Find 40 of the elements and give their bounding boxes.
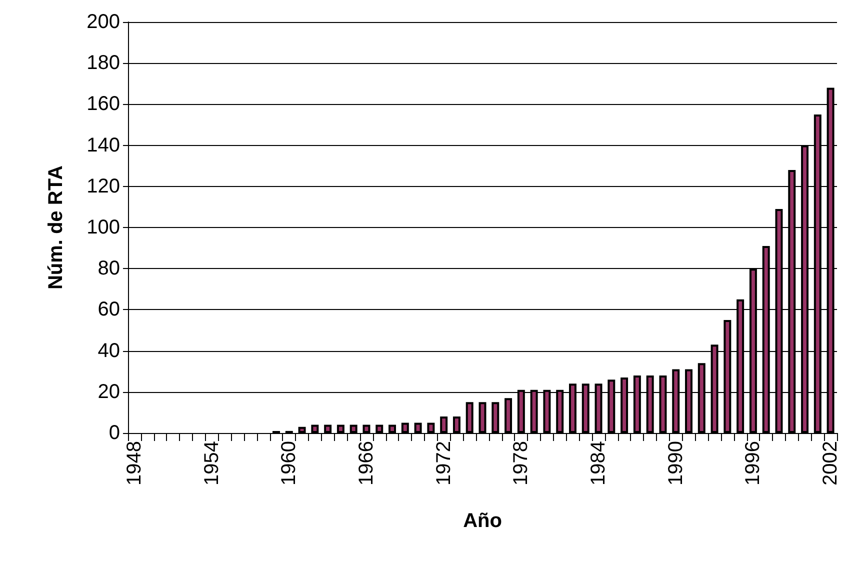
y-tick-label: 140 bbox=[86, 134, 120, 156]
bar bbox=[298, 426, 306, 433]
y-tick-label: 160 bbox=[86, 93, 120, 116]
y-tick-label: 0 bbox=[108, 422, 120, 444]
y-tick-label: 100 bbox=[86, 216, 120, 238]
x-axis-title: Año bbox=[463, 510, 502, 532]
x-tick-label: 1948 bbox=[123, 441, 146, 486]
x-tick-label: 1966 bbox=[355, 441, 378, 486]
bar bbox=[504, 398, 512, 433]
bar bbox=[466, 402, 474, 433]
bar bbox=[311, 424, 319, 433]
bar bbox=[427, 422, 435, 433]
y-tick-label: 80 bbox=[98, 258, 120, 280]
x-tick-label: 1972 bbox=[432, 441, 455, 486]
x-tick-label: 1960 bbox=[278, 441, 300, 486]
bar bbox=[350, 424, 358, 433]
bar bbox=[492, 402, 500, 433]
bar bbox=[478, 402, 486, 433]
bar bbox=[376, 424, 384, 433]
x-tick-label: 1996 bbox=[742, 441, 764, 486]
bar bbox=[362, 424, 370, 433]
y-tick-label: 60 bbox=[98, 298, 120, 321]
x-tick-label: 1954 bbox=[200, 441, 223, 486]
bar bbox=[401, 422, 409, 433]
bar bbox=[452, 416, 460, 433]
y-tick-label: 20 bbox=[98, 380, 120, 403]
y-tick-label: 180 bbox=[86, 52, 120, 74]
bar bbox=[336, 424, 344, 433]
x-tick-label: 1990 bbox=[664, 441, 687, 486]
y-tick-label: 40 bbox=[98, 340, 120, 362]
bar bbox=[414, 422, 422, 433]
bar bbox=[388, 424, 396, 433]
y-tick-label: 200 bbox=[86, 11, 120, 33]
bar bbox=[324, 424, 332, 433]
y-axis-title: Núm. de RTA bbox=[45, 165, 67, 290]
x-tick-label: 1978 bbox=[510, 441, 532, 486]
x-tick-label: 2002 bbox=[820, 441, 842, 486]
x-tick-label: 1984 bbox=[588, 441, 610, 486]
y-tick-label: 120 bbox=[86, 175, 120, 198]
bar bbox=[440, 416, 448, 433]
